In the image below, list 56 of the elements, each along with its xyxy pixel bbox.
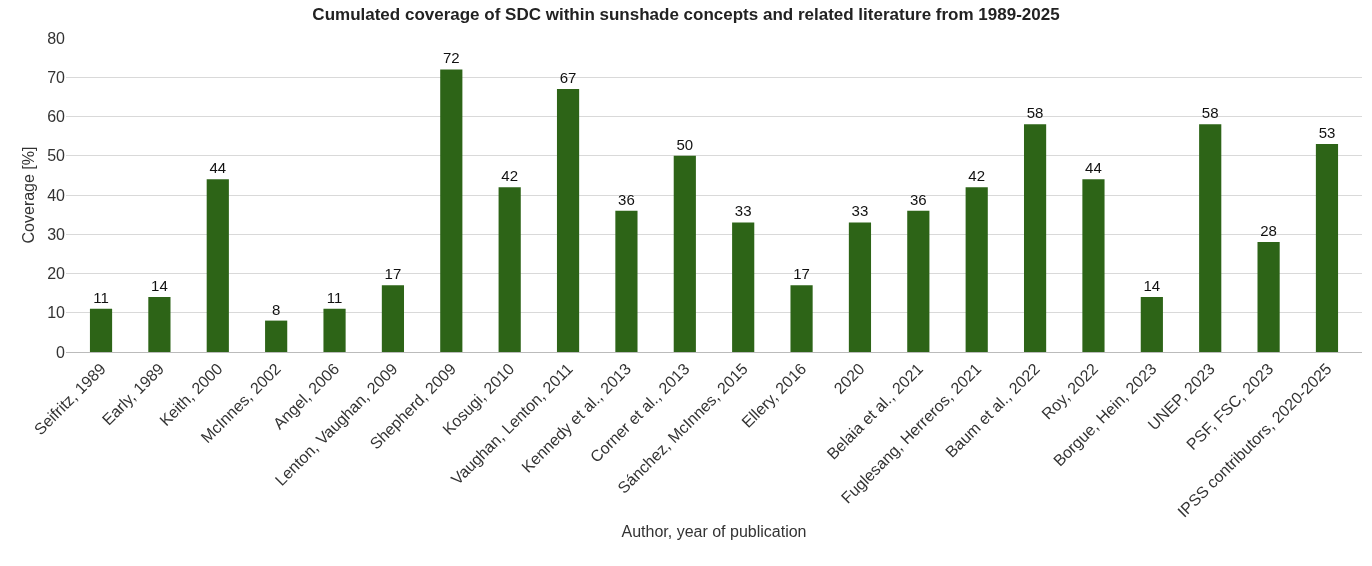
y-tick-label: 30: [47, 225, 66, 243]
data-label: 67: [559, 69, 577, 87]
bar: [1315, 143, 1339, 352]
data-label: 33: [851, 202, 869, 220]
bar: [907, 210, 930, 352]
y-tick-label: 80: [47, 29, 66, 47]
y-axis-title: Coverage [%]: [20, 146, 38, 244]
bar: [673, 155, 696, 352]
data-label: 58: [1026, 104, 1044, 122]
data-label: 17: [384, 265, 402, 283]
data-label: 50: [676, 135, 694, 153]
data-label: 58: [1201, 104, 1219, 122]
bar: [89, 308, 113, 352]
x-axis-title: Author, year of publication: [621, 523, 807, 541]
data-label: 36: [618, 190, 635, 208]
bar: [848, 222, 872, 352]
y-tick-label: 20: [47, 265, 66, 283]
data-label: 42: [968, 167, 986, 185]
bar: [265, 320, 288, 352]
data-label: 11: [93, 288, 109, 306]
data-label: 14: [151, 277, 168, 295]
data-label: 28: [1260, 222, 1277, 240]
data-label: 44: [1085, 159, 1102, 177]
bar: [148, 297, 171, 352]
data-label: 44: [209, 159, 227, 177]
bar: [206, 179, 229, 352]
bar: [615, 210, 638, 352]
bar: [556, 89, 580, 352]
bar: [732, 222, 755, 352]
bar: [790, 285, 813, 352]
y-tick-label: 40: [47, 186, 66, 204]
data-label: 14: [1143, 277, 1161, 295]
bar: [440, 69, 463, 352]
bar: [1023, 124, 1047, 352]
data-label: 8: [271, 300, 281, 318]
data-label: 36: [909, 190, 927, 208]
chart-title: Cumulated coverage of SDC within sunshade concepts and related literature from 1989-2025: [312, 5, 1060, 25]
bar: [965, 187, 988, 352]
y-tick-label: 50: [47, 147, 66, 165]
data-label: 17: [793, 265, 810, 283]
bar: [1199, 124, 1222, 352]
bar: [1257, 242, 1280, 352]
y-tick-label: 70: [47, 68, 66, 86]
data-label: 11: [326, 288, 343, 306]
data-label: 53: [1318, 123, 1336, 141]
bar: [381, 285, 405, 352]
data-label: 42: [501, 167, 519, 185]
y-tick-label: 60: [47, 108, 66, 126]
data-label: 72: [442, 49, 460, 67]
data-label: 33: [734, 202, 752, 220]
bar: [498, 187, 521, 352]
bar: [1140, 297, 1163, 352]
y-tick-label: 10: [47, 304, 66, 322]
bar: [1082, 179, 1105, 352]
y-tick-label: 0: [56, 343, 66, 361]
bar: [323, 308, 346, 352]
